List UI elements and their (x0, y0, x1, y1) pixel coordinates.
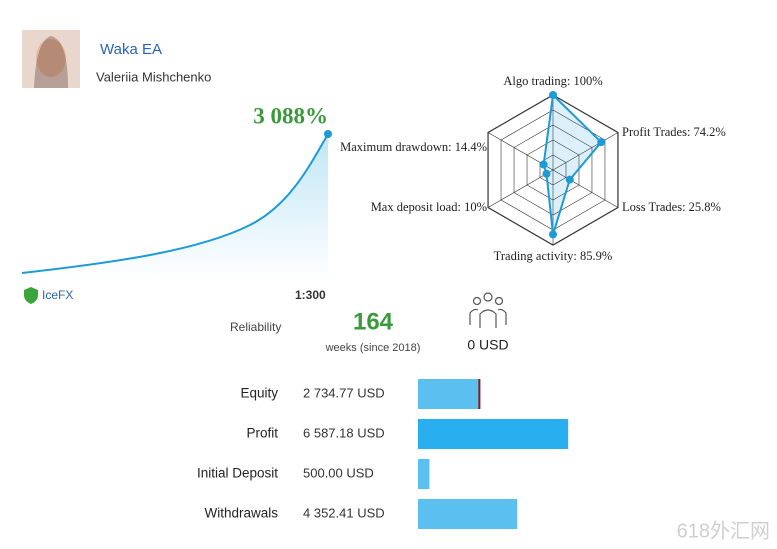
reliability-label: Reliability (230, 320, 281, 334)
fund-bar (418, 499, 518, 529)
weeks-note: weeks (since 2018) (325, 342, 421, 354)
radar-label: Max deposit load: 10% (371, 200, 487, 214)
radar-point (549, 230, 557, 239)
fund-value: 500.00 USD (303, 465, 374, 480)
radar-label: Algo trading: 100% (503, 74, 602, 88)
growth: 3 088% (253, 103, 328, 128)
radar-spoke (552, 132, 619, 171)
radar-point (542, 169, 551, 178)
watermark: 618外汇网 (677, 519, 770, 542)
subscribers-icon (469, 292, 507, 328)
growth-area (22, 134, 328, 280)
radar-point (597, 138, 606, 147)
radar-spoke (552, 169, 619, 208)
fund-bar (418, 419, 569, 449)
verified-icon (24, 287, 38, 304)
radar-point (549, 91, 557, 99)
fund-bar (418, 459, 430, 489)
weeks: 164 (353, 308, 394, 335)
radar-point (539, 160, 548, 169)
fund-bar (418, 379, 481, 409)
fund-name: Equity (240, 386, 278, 401)
signal-name[interactable]: Waka EA (100, 41, 162, 58)
radar-spoke (487, 169, 554, 208)
radar-shape (542, 92, 603, 235)
growth-end (324, 130, 332, 138)
radar-point (565, 175, 574, 184)
fund-value: 4 352.41 USD (303, 505, 385, 520)
avatar-hair (34, 36, 68, 88)
fund-name: Profit (246, 426, 278, 441)
radar-label: Trading activity: 85.9% (494, 249, 613, 263)
radar-label: Maximum drawdown: 14.4% (340, 140, 487, 154)
radar-label: Profit Trades: 74.2% (622, 125, 726, 139)
radar-label: Loss Trades: 25.8% (622, 200, 721, 214)
fund-name: Initial Deposit (197, 466, 278, 481)
fund-bar-edge (478, 379, 481, 409)
growth-line (21, 133, 329, 274)
avatar-face (36, 39, 66, 77)
fund-name: Withdrawals (204, 506, 278, 521)
broker[interactable]: IceFX (42, 288, 73, 302)
fund-value: 6 587.18 USD (303, 425, 385, 440)
subscribers-cost: 0 USD (467, 337, 508, 353)
leverage: 1:300 (295, 288, 326, 302)
fund-value: 2 734.77 USD (303, 385, 385, 400)
author-name[interactable]: Valeriia Mishchenko (96, 69, 211, 84)
